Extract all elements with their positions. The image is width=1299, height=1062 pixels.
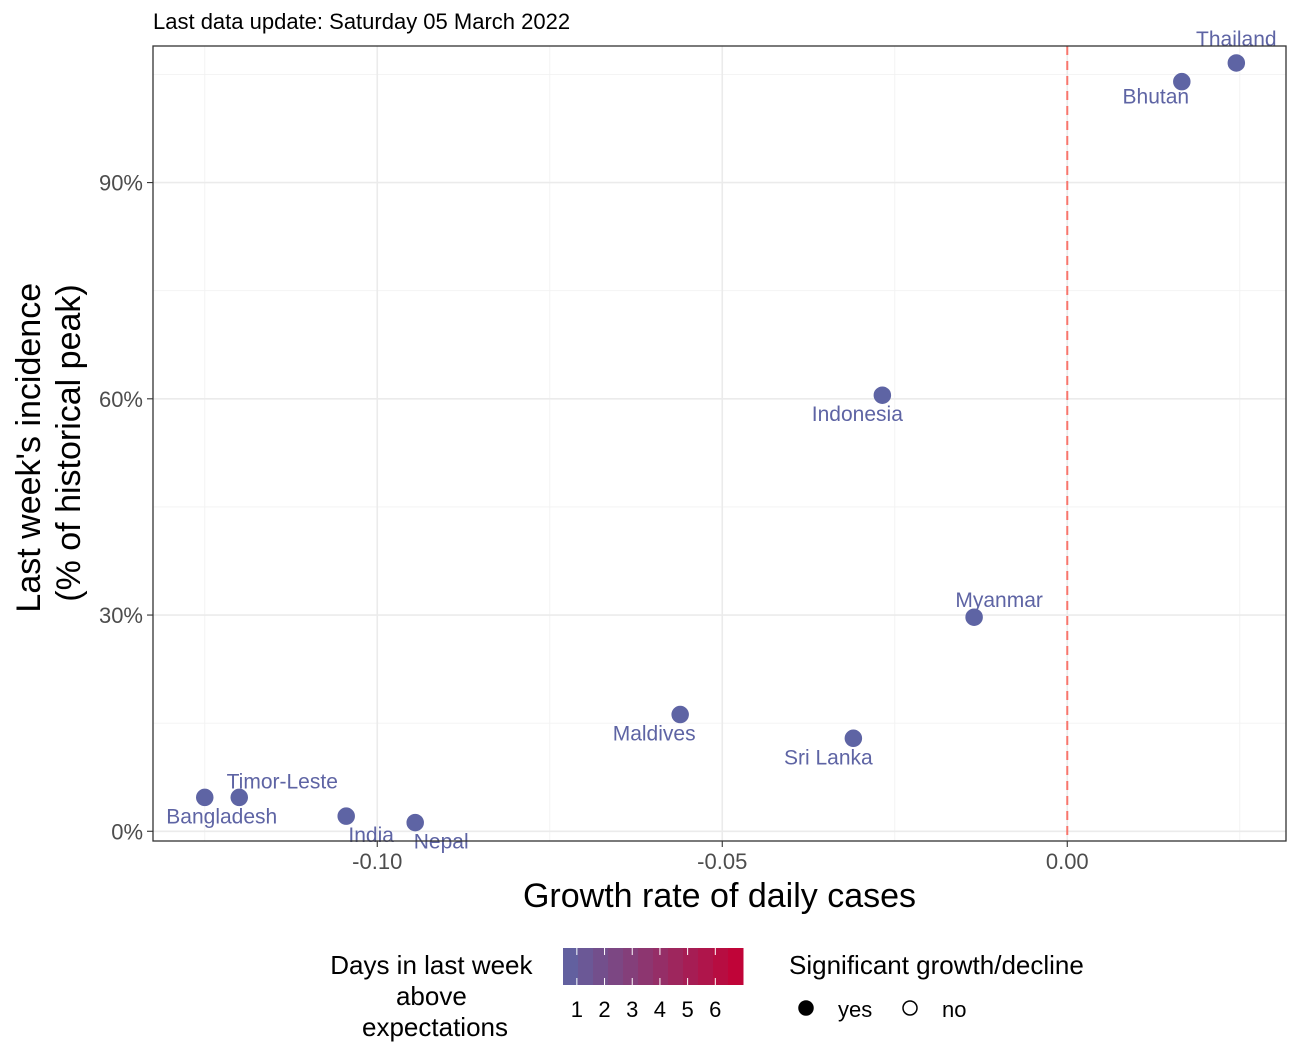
point-label: Myanmar xyxy=(955,589,1043,612)
y-axis-title: Last week's incidence (% of historical p… xyxy=(10,273,88,612)
data-point xyxy=(406,813,424,832)
color-bar-segment xyxy=(683,948,699,985)
shape-legend-title: Significant growth/decline xyxy=(789,950,1084,980)
y-axis: 0% 30% 60% 90% xyxy=(99,171,153,844)
data-point xyxy=(1227,54,1246,72)
color-bar-segment xyxy=(638,948,654,985)
x-tick-label: -0.05 xyxy=(697,849,747,874)
plot-border xyxy=(152,45,1287,842)
color-bar-tick-label: 2 xyxy=(598,997,610,1022)
data-point xyxy=(1173,72,1191,91)
y-axis-title-line-1: Last week's incidence xyxy=(10,283,48,613)
color-bar-segment xyxy=(563,948,579,985)
plot-panel: Thailand Bhutan Indonesia Myanmar Maldives Sr… xyxy=(152,28,1287,854)
shape-legend-label: yes xyxy=(838,997,872,1022)
point-label: Sri Lanka xyxy=(784,746,873,769)
y-tick-label: 30% xyxy=(99,603,143,628)
shape-legend: Significant growth/decline yes no xyxy=(789,950,1084,1022)
shape-legend-key xyxy=(798,1000,814,1016)
y-axis-title-line-2: (% of historical peak) xyxy=(50,284,88,601)
point-label: Maldives xyxy=(613,723,696,746)
color-legend-title: Days in last week above expectations xyxy=(330,950,540,1042)
point-label: Bangladesh xyxy=(166,805,277,828)
color-bar-segment xyxy=(713,948,729,985)
data-point xyxy=(965,608,983,626)
color-bar-tick-label: 4 xyxy=(654,997,666,1022)
x-tick-label: 0.00 xyxy=(1046,849,1089,874)
x-axis: -0.10 -0.05 0.00 xyxy=(352,841,1089,874)
plot-background xyxy=(153,46,1286,841)
data-point xyxy=(671,705,689,724)
color-bar-segment xyxy=(698,948,714,985)
x-axis-title: Growth rate of daily cases xyxy=(523,877,916,915)
color-bar-tick-label: 3 xyxy=(626,997,638,1022)
point-label: Timor-Leste xyxy=(227,770,338,793)
shape-legend-key xyxy=(902,1000,918,1016)
shape-legend-items: yes no xyxy=(798,997,966,1022)
color-bar-segment xyxy=(608,948,624,985)
data-point xyxy=(230,788,249,807)
point-label: Indonesia xyxy=(812,403,903,426)
color-bar-segment xyxy=(578,948,594,985)
point-label: Thailand xyxy=(1196,28,1277,51)
color-bar-tick-label: 5 xyxy=(681,997,693,1022)
data-point xyxy=(196,788,214,807)
y-tick-label: 60% xyxy=(99,387,143,412)
data-point xyxy=(844,729,863,748)
point-label: Bhutan xyxy=(1123,86,1190,109)
point-label: India xyxy=(348,824,394,847)
gridlines xyxy=(153,46,1286,841)
color-legend-title-line-1: Days in last week xyxy=(330,950,533,980)
point-label: Nepal xyxy=(414,831,469,854)
shape-legend-label: no xyxy=(942,997,966,1022)
color-legend-title-line-3: expectations xyxy=(362,1012,508,1042)
color-bar-segment xyxy=(593,948,609,985)
data-point xyxy=(873,386,892,404)
data-point xyxy=(337,807,355,825)
color-bar-tick-label: 6 xyxy=(709,997,721,1022)
color-bar-segment xyxy=(668,948,684,985)
x-tick-label: -0.10 xyxy=(352,849,402,874)
color-bar-segment xyxy=(728,948,744,985)
color-legend-title-line-2: above xyxy=(396,981,467,1011)
color-bar xyxy=(563,948,744,985)
y-tick-label: 90% xyxy=(99,171,143,196)
data-points xyxy=(196,54,1246,832)
color-bar-tick-label: 1 xyxy=(571,997,583,1022)
chart-subtitle: Last data update: Saturday 05 March 2022 xyxy=(153,9,570,34)
y-tick-label: 0% xyxy=(111,819,143,844)
color-bar-segment xyxy=(653,948,669,985)
color-bar-segment xyxy=(623,948,639,985)
